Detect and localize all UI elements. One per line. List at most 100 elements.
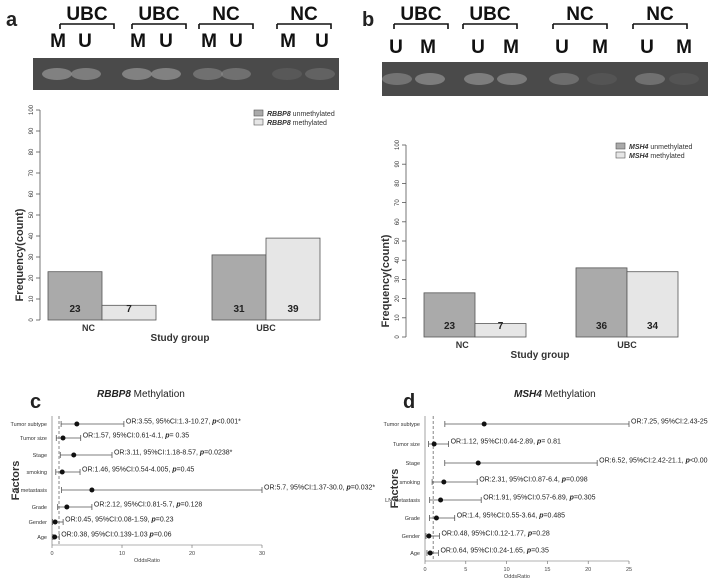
legend-gene: MSH4 <box>629 153 649 160</box>
or-annotation: OR:0.38, 95%CI:0.139-1.03 p=0.06 <box>61 532 171 539</box>
x-tick-label: 10 <box>504 567 510 573</box>
gel-group-label: UBC <box>400 4 441 25</box>
gel-group-label: NC <box>212 4 240 25</box>
gel-group-label: UBC <box>138 4 179 25</box>
factor-label: Gender <box>29 520 48 526</box>
x-category-label: UBC <box>256 323 276 333</box>
or-annotation-text: OR:3.55, 95%CI:1.3-10.27, <box>126 419 212 426</box>
forest-plot-MSH4: MSH4 Methylation 0 5 10 15 20 25 OddsRatio Facto… <box>384 389 708 579</box>
y-tick-label: 70 <box>395 199 401 206</box>
gel-lane-label: M <box>201 31 217 52</box>
forest-plot-RBBP8: RBBP8 Methylation 0 10 20 30 OddsRatio Factors… <box>10 389 375 564</box>
gel-lane-label: U <box>389 37 403 58</box>
gel-lane-label: M <box>676 37 692 58</box>
or-point <box>441 479 447 485</box>
bar-value-label: 39 <box>287 304 299 315</box>
y-tick-label: 30 <box>395 275 401 282</box>
gel-lane-label: U <box>229 31 243 52</box>
or-annotation-text: OR:3.11, 95%CI:1.18-8.57, <box>114 450 200 457</box>
y-tick-label: 50 <box>395 237 401 244</box>
forest-title: MSH4 Methylation <box>514 389 596 400</box>
or-annotation-text: OR:1.57, 95%CI:0.61-4.1, <box>83 433 166 440</box>
bar-unmethylated-UBC <box>575 267 628 338</box>
or-annotation-p: p <box>199 450 205 457</box>
bar-methylated-UBC <box>626 271 679 338</box>
gel-group-bracket <box>393 23 449 29</box>
or-annotation-text: OR:7.25, 95%CI:2.43-25.0, <box>631 419 708 426</box>
legend-swatch <box>615 151 626 159</box>
or-annotation: OR:3.55, 95%CI:1.3-10.27, p<0.001* <box>126 419 241 426</box>
or-annotation: OR:6.52, 95%CI:2.42-21.1, p<0.001* <box>599 458 708 465</box>
bar-unmethylated-NC <box>423 292 476 338</box>
y-tick-label: 30 <box>29 253 35 260</box>
factor-label: Gender <box>402 534 421 540</box>
gel-band <box>151 68 181 80</box>
gel-lane-label: M <box>280 31 296 52</box>
legend-label: RBBP8 unmethylated <box>267 111 335 118</box>
or-annotation-pvalue: = 0.35 <box>169 433 189 440</box>
bar-unmethylated-NC <box>47 271 103 321</box>
gel-band <box>193 68 223 80</box>
or-point <box>64 504 70 510</box>
y-tick-label: 40 <box>395 256 401 263</box>
gel-group-bracket <box>276 23 332 29</box>
or-point <box>438 497 444 503</box>
forest-title-suffix: Methylation <box>542 389 596 400</box>
y-tick-label: 90 <box>395 160 401 167</box>
or-annotation: OR:7.25, 95%CI:2.43-25.0, p<0.001* <box>631 419 708 426</box>
gel-lane-label: U <box>640 37 654 58</box>
gel-group-bracket <box>462 23 518 29</box>
or-annotation: OR:0.64, 95%CI:0.24-1.65, p=0.35 <box>440 548 548 555</box>
panel-letter-c: c <box>30 391 41 413</box>
gel-band <box>305 68 335 80</box>
factor-label: LN metastasis <box>12 488 47 494</box>
gel-lane-label: U <box>78 31 92 52</box>
or-annotation: OR:2.31, 95%CI:0.87-6.4, p=0.098 <box>479 477 587 484</box>
or-point <box>74 421 80 427</box>
or-annotation-text: OR:6.52, 95%CI:2.42-21.1, <box>599 458 685 465</box>
y-axis-label: Frequency(count) <box>14 208 26 301</box>
factor-label: Tumor size <box>393 442 420 448</box>
factor-label: Tumor subtype <box>11 422 47 428</box>
or-annotation: OR:1.57, 95%CI:0.61-4.1, p= 0.35 <box>83 433 190 440</box>
or-point <box>52 519 58 525</box>
or-annotation: OR:1.4, 95%CI:0.55-3.64, p=0.485 <box>457 513 565 520</box>
bar-value-label: 36 <box>596 321 608 332</box>
or-annotation-p: p <box>175 502 181 509</box>
or-annotation-pvalue: =0.485 <box>543 513 565 520</box>
x-category-label: NC <box>456 340 469 350</box>
or-annotation: OR:1.91, 95%CI:0.57-6.89, p=0.305 <box>483 495 595 502</box>
or-point <box>426 533 432 539</box>
factor-label: smoking <box>27 470 47 476</box>
bar-chart-MSH4: 0 10 20 30 40 50 60 70 80 90 100 Frequency(count) 23… <box>380 139 693 361</box>
y-tick-label: 80 <box>29 148 35 155</box>
gel-group-bracket <box>552 23 608 29</box>
gel-band <box>122 68 152 80</box>
legend-status: unmethylated <box>648 144 692 151</box>
legend-label: MSH4 unmethylated <box>629 144 693 151</box>
or-point <box>71 452 77 458</box>
or-annotation-text: OR:1.4, 95%CI:0.55-3.64, <box>457 513 540 520</box>
gel-lane-label: M <box>503 37 519 58</box>
gel-band <box>635 73 665 85</box>
or-annotation-text: OR:1.46, 95%CI:0.54-4.005, <box>82 467 172 474</box>
gel-group-label: UBC <box>66 4 107 25</box>
gel-group-bracket <box>198 23 254 29</box>
y-tick-label: 100 <box>29 104 35 115</box>
or-annotation-p: p <box>211 419 217 426</box>
gel-b: UBC UBC NC NCU M U M U M U M <box>382 4 708 96</box>
factor-label: Stage <box>33 453 47 459</box>
legend-status: methylated <box>291 120 327 127</box>
panel-letter-d: d <box>403 391 415 413</box>
gel-band <box>497 73 527 85</box>
gel-band <box>272 68 302 80</box>
or-annotation: OR:0.48, 95%CI:0.12-1.77, p=0.28 <box>441 531 549 538</box>
forest-title: RBBP8 Methylation <box>97 389 185 400</box>
bar-value-label: 23 <box>444 321 456 332</box>
gel-band <box>382 73 412 85</box>
x-tick-label: 20 <box>585 567 591 573</box>
gel-lane-label: M <box>50 31 66 52</box>
x-tick-label: 5 <box>464 567 467 573</box>
legend-swatch <box>253 109 264 117</box>
or-annotation-p: p <box>164 433 170 440</box>
